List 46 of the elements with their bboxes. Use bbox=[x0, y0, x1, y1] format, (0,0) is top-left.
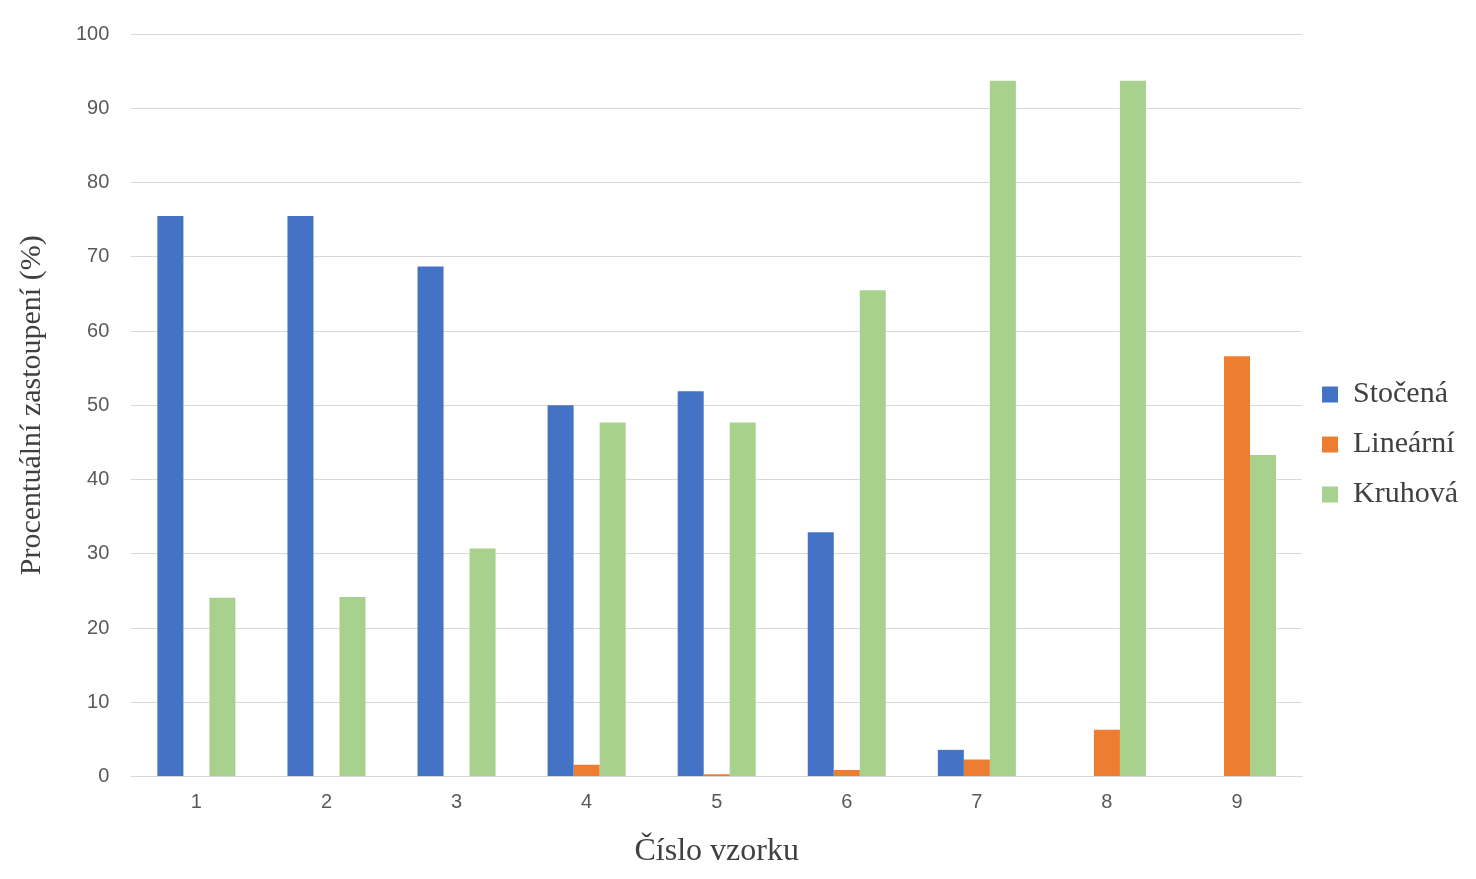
y-axis-title: Procentuální zastoupení (%) bbox=[12, 235, 47, 576]
x-tick-label: 8 bbox=[1101, 790, 1113, 813]
bar bbox=[209, 597, 236, 777]
bar bbox=[1093, 729, 1120, 777]
y-tick-label: 0 bbox=[98, 764, 110, 787]
bar bbox=[287, 215, 314, 777]
y-tick-label: 10 bbox=[87, 689, 110, 712]
legend-label: Stočená bbox=[1353, 375, 1448, 409]
x-tick-label: 4 bbox=[581, 790, 593, 813]
bar bbox=[937, 749, 964, 777]
bar bbox=[417, 266, 444, 777]
y-tick-label: 70 bbox=[87, 244, 110, 267]
bar bbox=[547, 405, 574, 777]
x-tick-label: 6 bbox=[841, 790, 853, 813]
bar bbox=[469, 548, 496, 777]
bar bbox=[599, 422, 626, 777]
bar bbox=[1119, 80, 1146, 777]
y-tick-label: 60 bbox=[87, 318, 110, 341]
bar bbox=[807, 532, 834, 777]
bar bbox=[677, 391, 704, 777]
bar bbox=[989, 80, 1016, 777]
bar bbox=[963, 759, 990, 777]
x-tick-label: 3 bbox=[450, 790, 463, 813]
legend-label: Kruhová bbox=[1353, 475, 1459, 509]
bar bbox=[1223, 356, 1250, 777]
bar bbox=[339, 596, 366, 777]
bar bbox=[1250, 455, 1277, 777]
y-tick-label: 90 bbox=[87, 95, 110, 118]
y-tick-label: 80 bbox=[87, 170, 110, 193]
x-tick-label: 7 bbox=[971, 790, 983, 813]
y-tick-label: 30 bbox=[87, 541, 110, 564]
bar bbox=[729, 422, 756, 777]
bar bbox=[833, 769, 860, 777]
x-tick-label: 5 bbox=[711, 790, 723, 813]
y-tick-label: 40 bbox=[87, 467, 110, 490]
legend-label: Lineární bbox=[1353, 425, 1456, 459]
y-tick-label: 100 bbox=[75, 21, 110, 44]
x-tick-label: 9 bbox=[1231, 790, 1243, 813]
bar bbox=[573, 764, 600, 777]
x-tick-label: 2 bbox=[320, 790, 333, 813]
bar bbox=[157, 215, 184, 777]
bar bbox=[859, 290, 886, 777]
x-axis-title: Číslo vzorku bbox=[634, 831, 799, 868]
x-tick-label: 1 bbox=[190, 790, 202, 813]
y-tick-label: 50 bbox=[87, 392, 110, 415]
y-tick-label: 20 bbox=[87, 615, 110, 638]
